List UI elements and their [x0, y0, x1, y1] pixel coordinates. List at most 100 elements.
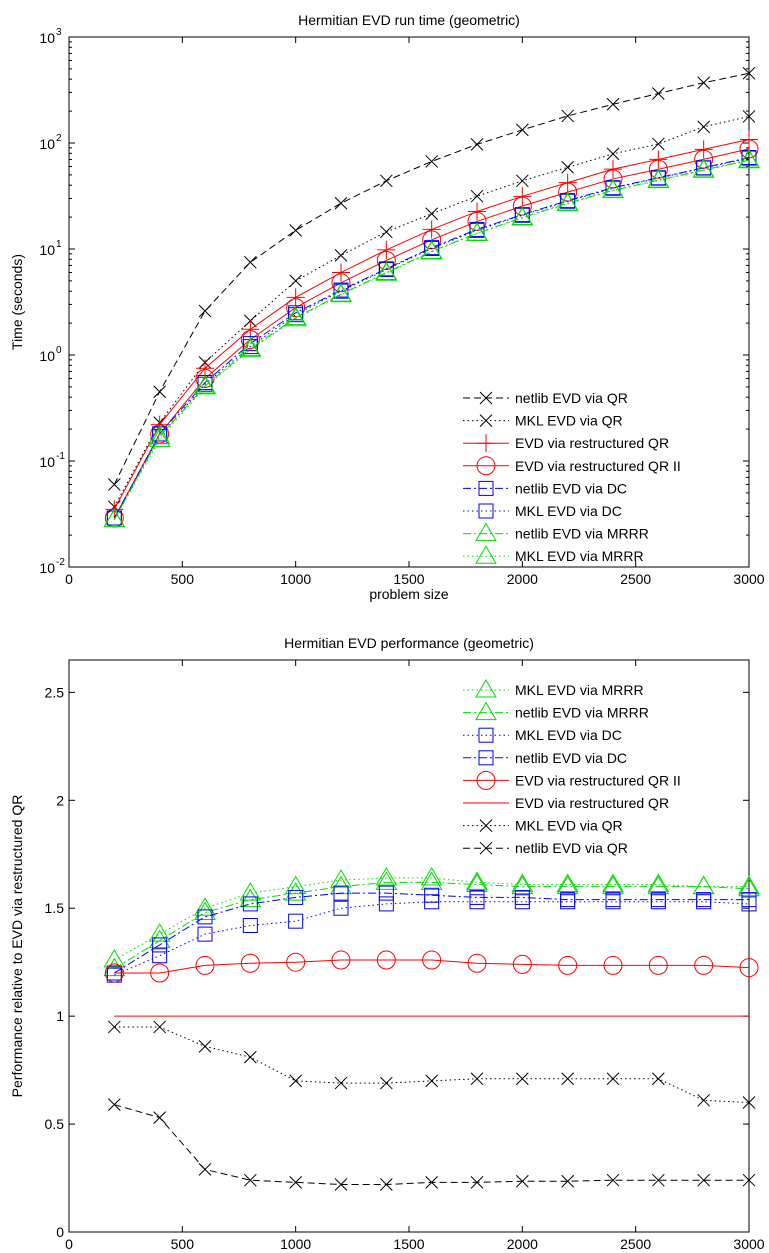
data-point — [107, 1020, 121, 1034]
legend: MKL EVD via MRRR netlib EVD via MRRR MKL E… — [463, 679, 681, 856]
data-point — [649, 150, 668, 169]
data-point — [150, 424, 170, 444]
data-point — [195, 369, 215, 389]
data-point — [377, 240, 396, 259]
y-tick-label: 10 — [39, 560, 55, 576]
legend-label: EVD via restructured QR — [515, 795, 669, 811]
data-point — [602, 875, 624, 895]
data-point — [103, 957, 126, 977]
legend-item: MKL EVD via MRRR — [463, 545, 644, 564]
chart-title: Hermitian EVD performance (geometric) — [284, 635, 534, 651]
x-tick-label: 500 — [171, 1236, 195, 1252]
y-tick-label: 10 — [39, 30, 55, 46]
data-point — [694, 140, 713, 159]
legend-label: MKL EVD via DC — [515, 727, 622, 743]
y-axis-label: Performance relative to EVD via restruct… — [9, 795, 25, 1098]
data-point — [334, 196, 348, 210]
data-point — [152, 948, 168, 964]
y-tick-exponent: 3 — [56, 27, 62, 38]
data-point — [561, 109, 575, 123]
legend-item: netlib EVD via MRRR — [463, 522, 649, 542]
data-point — [330, 869, 352, 888]
data-point — [420, 240, 443, 260]
series-line — [114, 1026, 750, 1103]
data-point — [651, 1072, 665, 1086]
legend-label: netlib EVD via DC — [515, 480, 627, 496]
legend-item: netlib EVD via DC — [463, 750, 627, 766]
data-point — [330, 875, 352, 895]
legend-label: MKL EVD via DC — [515, 503, 622, 519]
series-line — [113, 138, 750, 510]
data-point — [738, 149, 760, 169]
legend-item: EVD via restructured QR II — [463, 770, 681, 790]
data-point — [103, 949, 126, 968]
legend-label: netlib EVD via DC — [515, 750, 627, 766]
x-tick-label: 2500 — [620, 571, 651, 587]
data-point — [561, 1174, 575, 1188]
data-point — [375, 262, 398, 281]
y-tick-label: 1.5 — [45, 900, 65, 916]
data-point — [289, 1175, 303, 1189]
series-line — [113, 72, 750, 485]
data-point — [697, 76, 711, 90]
data-point — [379, 1076, 393, 1090]
legend-label: MKL EVD via QR — [515, 818, 623, 834]
data-point — [466, 222, 488, 242]
x-tick-label: 3000 — [733, 1236, 764, 1252]
data-point — [198, 304, 212, 318]
y-tick-label: 10 — [39, 348, 55, 364]
y-tick-exponent: 1 — [56, 239, 62, 250]
data-point — [741, 892, 757, 908]
legend-item: EVD via restructured QR — [463, 795, 669, 811]
x-tick-label: 0 — [65, 571, 73, 587]
series-line — [113, 157, 750, 519]
x-tick-label: 2000 — [507, 571, 538, 587]
data-point — [334, 1076, 348, 1090]
x-tick-label: 500 — [171, 571, 195, 587]
series-evd-via-restructured-qr-ii — [104, 139, 759, 528]
data-point — [470, 189, 484, 203]
legend-label: netlib EVD via QR — [515, 390, 628, 406]
series-line — [114, 881, 750, 970]
legend-label: netlib EVD via QR — [515, 840, 628, 856]
data-point — [425, 1175, 439, 1189]
x-tick-label: 1500 — [393, 1236, 424, 1252]
y-tick-exponent: -1 — [56, 451, 65, 462]
legend-label: netlib EVD via MRRR — [515, 526, 649, 542]
data-point — [240, 330, 260, 350]
legend-marker — [479, 414, 493, 427]
y-tick-exponent: 0 — [56, 345, 62, 356]
data-point — [558, 173, 577, 192]
data-point — [378, 885, 394, 901]
data-point — [150, 963, 170, 983]
data-point — [379, 174, 393, 188]
data-point — [425, 1074, 439, 1088]
data-point — [738, 877, 760, 897]
legend-item: MKL EVD via DC — [463, 503, 622, 519]
legend-marker — [475, 522, 497, 542]
data-point — [647, 873, 670, 892]
legend-marker — [478, 727, 494, 743]
data-point — [606, 147, 620, 161]
y-tick-label: 0.5 — [45, 1116, 65, 1132]
legend-marker — [475, 701, 497, 721]
data-point — [605, 892, 621, 908]
data-point — [742, 110, 756, 123]
data-point — [651, 137, 665, 151]
series-line — [114, 901, 750, 976]
plot-frame — [68, 36, 750, 568]
y-axis-label: Time (seconds) — [9, 254, 25, 350]
data-point — [606, 97, 620, 111]
data-point — [602, 179, 624, 199]
legend-item: MKL EVD via DC — [463, 727, 622, 743]
data-point — [560, 892, 576, 908]
legend-marker — [477, 434, 495, 453]
data-point — [334, 249, 348, 262]
data-point — [515, 1072, 529, 1086]
y-tick-label: 10 — [39, 136, 55, 152]
data-point — [243, 1050, 257, 1064]
legend-label: netlib EVD via MRRR — [515, 705, 649, 721]
data-point — [195, 955, 215, 975]
data-point — [148, 929, 171, 949]
legend-marker — [479, 841, 493, 855]
